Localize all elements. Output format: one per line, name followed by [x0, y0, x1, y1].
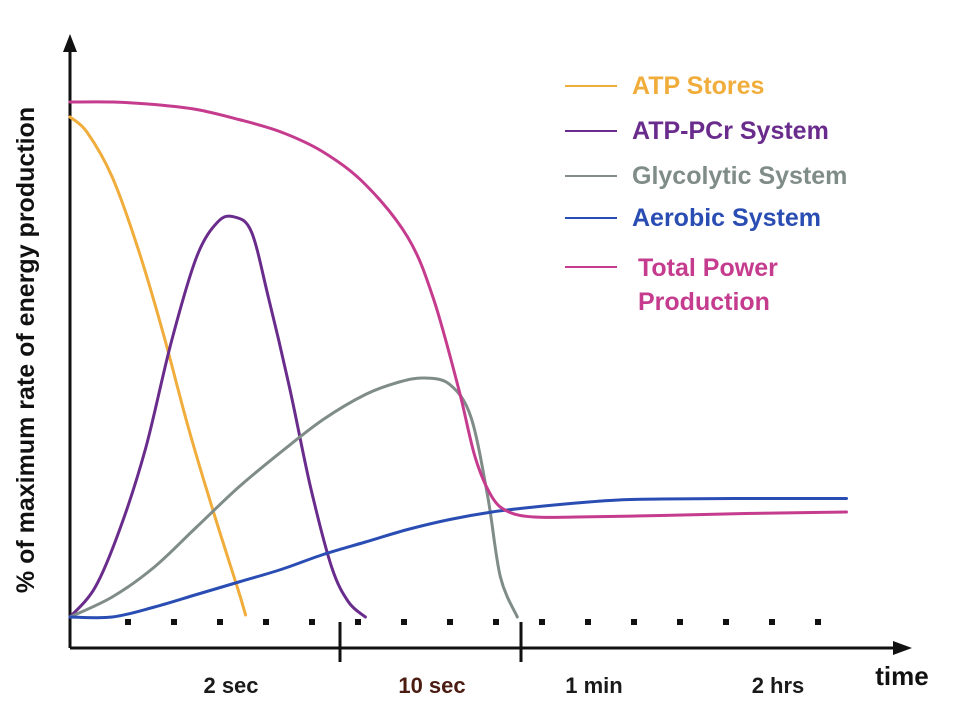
series-lines	[68, 100, 848, 620]
series-line-aerobic-system	[68, 496, 848, 620]
legend-label-aerobic: Aerobic System	[632, 204, 821, 232]
legend-label-atp-pcr: ATP-PCr System	[632, 117, 829, 145]
x-axis-arrow-icon	[893, 641, 912, 655]
x-tick-label: 1 min	[565, 673, 622, 698]
y-axis-arrow-icon	[63, 34, 77, 52]
x-tick-label: 10 sec	[398, 673, 465, 698]
legend: ATP Stores ATP-PCr System Glycolytic Sys…	[565, 72, 847, 316]
series-line-total-power-production	[68, 100, 848, 519]
axes	[63, 34, 912, 662]
x-axis-title: time	[875, 661, 928, 691]
legend-label-atp-stores: ATP Stores	[632, 72, 764, 100]
legend-label-total-power: Total Power Production	[638, 254, 785, 316]
legend-label-total-power-line2: Production	[638, 288, 770, 316]
x-tick-label: 2 sec	[203, 673, 258, 698]
legend-label-glycolytic: Glycolytic System	[632, 162, 847, 190]
series-line-atp-stores	[68, 115, 248, 617]
y-axis-title: % of maximum rate of energy production	[12, 107, 40, 593]
legend-label-total-power-line1: Total Power	[638, 254, 778, 282]
series-line-atp-pcr-system	[68, 214, 367, 619]
x-tick-label: 2 hrs	[752, 673, 805, 698]
